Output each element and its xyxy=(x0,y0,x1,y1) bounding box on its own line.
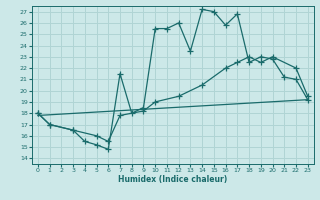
X-axis label: Humidex (Indice chaleur): Humidex (Indice chaleur) xyxy=(118,175,228,184)
